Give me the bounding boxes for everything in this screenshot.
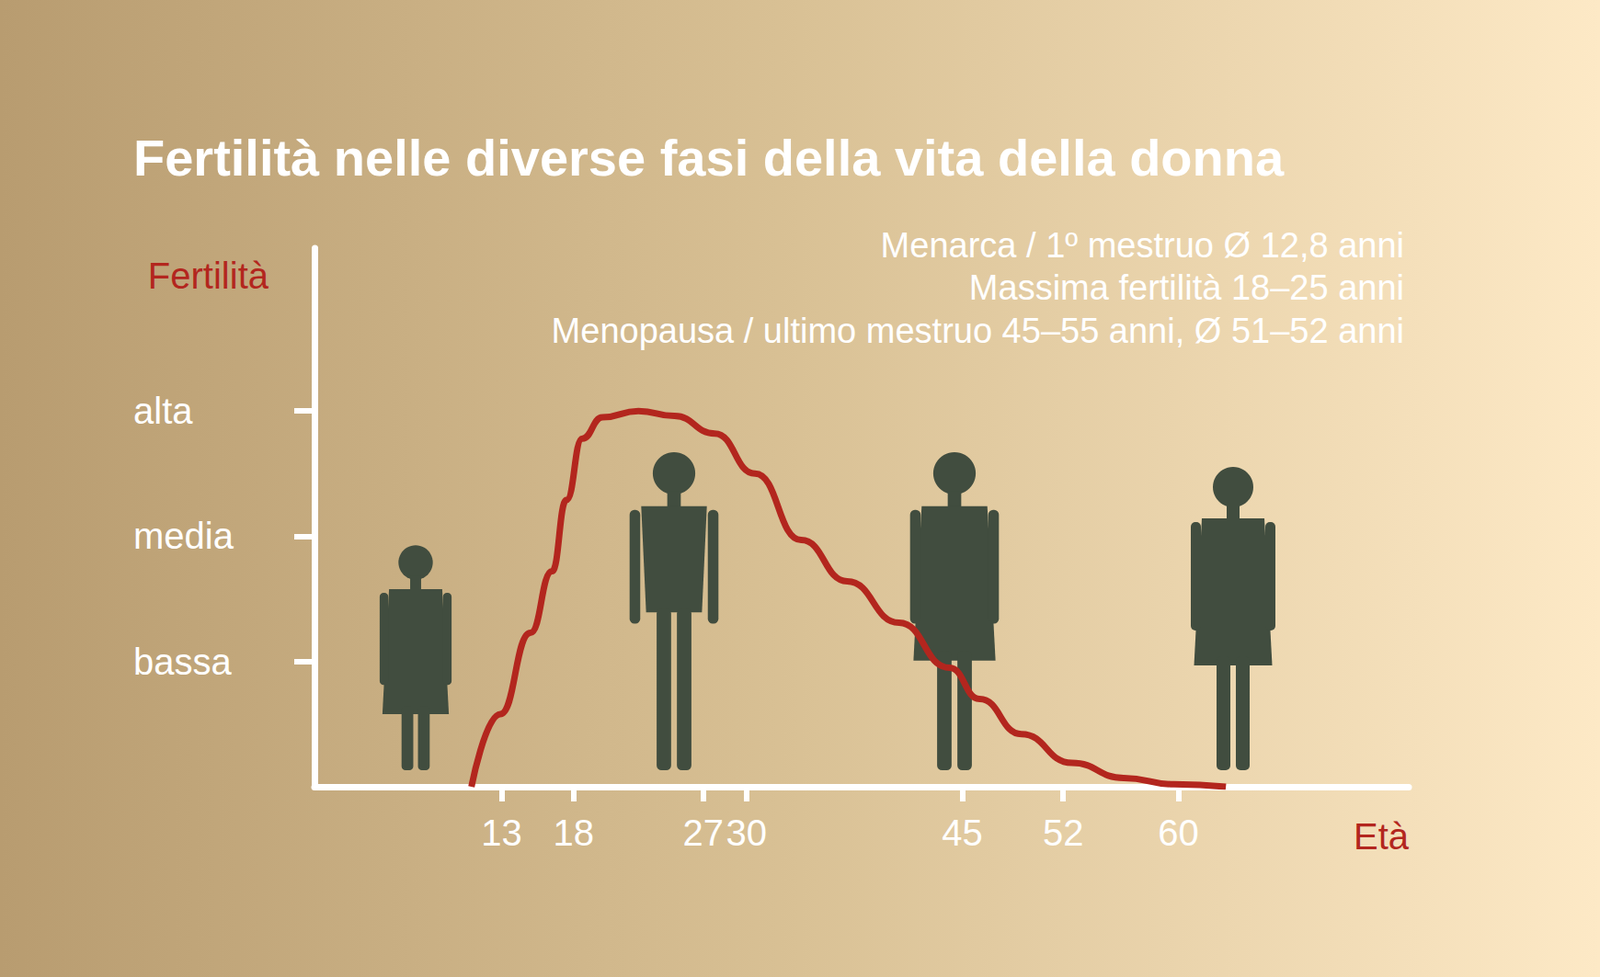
svg-text:Fertilità: Fertilità bbox=[148, 255, 270, 297]
svg-text:Massima fertilità 18–25 anni: Massima fertilità 18–25 anni bbox=[969, 268, 1405, 308]
svg-text:Menarca / 1º mestruo Ø 12,8 an: Menarca / 1º mestruo Ø 12,8 anni bbox=[880, 226, 1405, 265]
svg-text:Menopausa / ultimo mestruo 45–: Menopausa / ultimo mestruo 45–55 anni, Ø… bbox=[551, 311, 1405, 351]
svg-text:bassa: bassa bbox=[133, 641, 232, 683]
svg-text:27: 27 bbox=[683, 812, 725, 854]
svg-text:Fertilità nelle diverse fasi d: Fertilità nelle diverse fasi della vita … bbox=[133, 128, 1285, 187]
svg-text:18: 18 bbox=[553, 812, 595, 854]
svg-text:30: 30 bbox=[725, 812, 767, 854]
svg-text:media: media bbox=[133, 515, 235, 557]
svg-text:alta: alta bbox=[133, 390, 194, 432]
svg-text:Età: Età bbox=[1353, 816, 1410, 858]
svg-text:60: 60 bbox=[1157, 812, 1200, 854]
svg-text:52: 52 bbox=[1042, 812, 1085, 854]
svg-text:13: 13 bbox=[480, 812, 523, 854]
svg-text:45: 45 bbox=[941, 812, 983, 854]
